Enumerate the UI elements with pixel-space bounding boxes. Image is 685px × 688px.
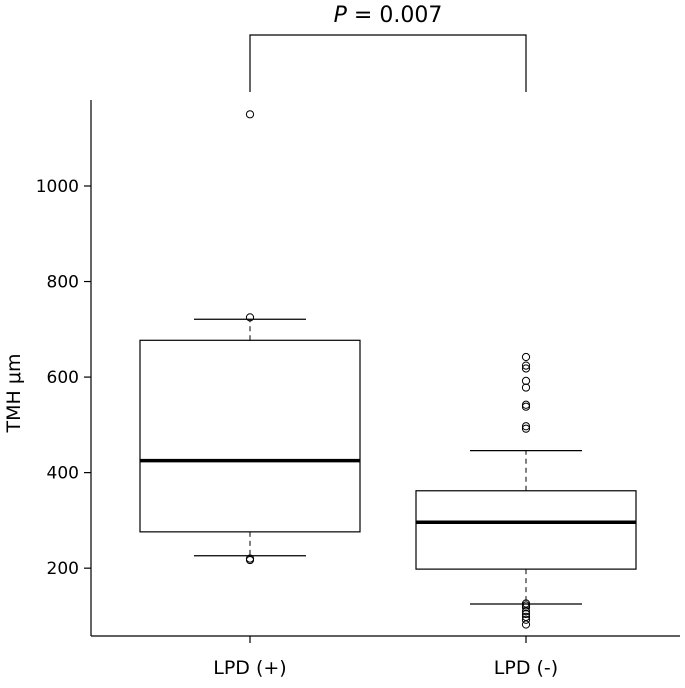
outlier-point	[521, 612, 531, 621]
boxes	[139, 110, 637, 629]
outlier-point	[521, 383, 531, 392]
axes: 200 400 600 800 1000 LPD (+) LPD (-)	[36, 100, 680, 679]
outlier-point	[521, 400, 531, 409]
outlier-point	[521, 422, 531, 431]
outlier-point	[245, 554, 255, 563]
outlier-point	[521, 361, 531, 370]
box-group	[415, 352, 637, 629]
outlier-point	[521, 364, 531, 373]
outlier-point	[521, 615, 531, 624]
y-tick-label: 800	[47, 273, 79, 293]
outlier-point	[521, 424, 531, 433]
y-tick-label: 400	[47, 464, 79, 484]
significance-bracket	[249, 34, 527, 92]
outlier-point	[245, 313, 255, 322]
y-axis-label: TMH μm	[3, 354, 25, 434]
iqr-box	[139, 339, 361, 533]
outlier-point	[521, 609, 531, 619]
p-value-symbol: P	[334, 3, 348, 28]
p-value-label: P = 0.007	[334, 3, 443, 28]
outlier-point	[521, 352, 531, 362]
significance-annotation: P = 0.007	[249, 3, 527, 92]
outlier-point	[521, 599, 531, 608]
iqr-box	[415, 490, 637, 570]
y-tick-label: 600	[47, 368, 79, 388]
x-tick-label: LPD (+)	[213, 657, 286, 679]
outlier-point	[245, 110, 255, 119]
y-tick-label: 200	[47, 559, 79, 579]
box-group	[139, 110, 361, 565]
x-tick-label: LPD (-)	[494, 657, 558, 679]
p-value-number: = 0.007	[347, 3, 442, 28]
y-tick-label: 1000	[36, 177, 79, 197]
outlier-point	[521, 376, 531, 385]
